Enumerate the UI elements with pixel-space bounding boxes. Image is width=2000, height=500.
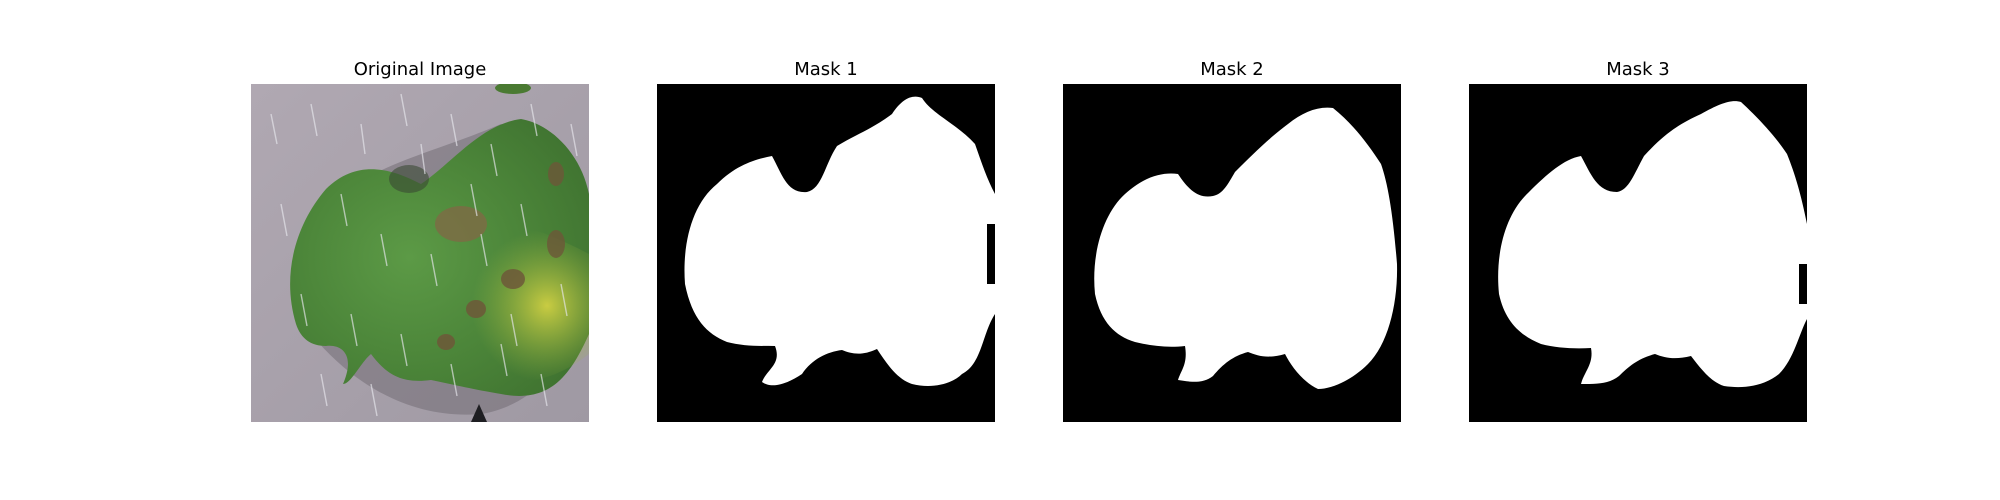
lesion [437, 334, 455, 350]
mask-leaf-region [1094, 107, 1398, 389]
mask-3-panel [1469, 84, 1807, 422]
mask-1-panel [657, 84, 995, 422]
lesion [548, 162, 564, 186]
leaf-yellow-region [421, 212, 589, 383]
mask-edge-notch [1799, 264, 1807, 304]
original-leaf-image [251, 84, 589, 422]
leaf-fold [389, 165, 429, 193]
lesion [547, 230, 565, 258]
mask-3-image [1469, 84, 1807, 422]
lesion [501, 269, 525, 289]
leaf-tip [495, 84, 531, 94]
original-image-panel [251, 84, 589, 422]
rain-streaks [270, 93, 578, 417]
mask-leaf-region [684, 96, 995, 386]
panel-title-mask-3: Mask 3 [1606, 59, 1670, 80]
panel-title-original-image: Original Image [353, 59, 487, 80]
leaf-stem-shadow [471, 404, 487, 422]
mask-2-image [1063, 84, 1401, 422]
mask-2-panel [1063, 84, 1401, 422]
mask-1-image [657, 84, 995, 422]
panel-title-mask-2: Mask 2 [1200, 59, 1264, 80]
mask-edge-notch [987, 224, 995, 284]
lesion [435, 206, 487, 242]
lesion [466, 300, 486, 318]
mask-leaf-region [1498, 101, 1807, 388]
panel-title-mask-1: Mask 1 [794, 59, 858, 80]
